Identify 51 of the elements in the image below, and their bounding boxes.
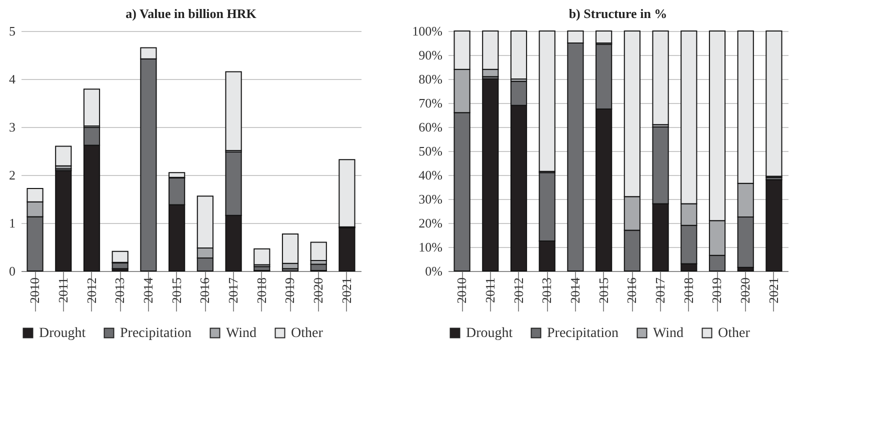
x-tick-label: 2016	[197, 277, 212, 304]
x-tick-label: 2019	[282, 278, 298, 304]
y-tick-label: 100%	[412, 24, 443, 38]
legend-label: Other	[718, 326, 750, 341]
x-tick-label: 2011	[482, 278, 498, 304]
y-tick-label: 3	[9, 120, 16, 134]
x-tick-label: 2019	[709, 278, 724, 304]
y-tick-label: 4	[9, 72, 16, 86]
y-tick-label: 60%	[418, 120, 443, 134]
x-tick-label: 2010	[27, 278, 42, 304]
x-tick-label: 2021	[766, 278, 781, 304]
y-tick-label: 80%	[418, 72, 443, 86]
x-tick-label: 2014	[567, 277, 582, 304]
x-tick-label: 2020	[738, 278, 753, 304]
y-tick-label: 1	[9, 216, 16, 230]
y-tick-label: 5	[9, 24, 16, 38]
x-tick-label: 2014	[140, 277, 156, 304]
y-tick-label: 40%	[418, 168, 443, 182]
y-tick-label: 0%	[425, 264, 443, 278]
chart-title: a) Value in billion HRK	[126, 6, 258, 21]
legend-label: Drought	[39, 326, 86, 341]
x-tick-label: 2013	[539, 278, 554, 304]
x-tick-label: 2015	[168, 278, 184, 304]
x-tick-label: 2017	[652, 277, 668, 304]
legend-label: Drought	[466, 326, 513, 341]
legend-label: Wind	[653, 326, 684, 341]
legend-label: Other	[291, 326, 324, 341]
y-tick-label: 90%	[418, 48, 443, 62]
y-tick-label: 2	[9, 168, 16, 182]
y-tick-label: 10%	[418, 240, 443, 254]
chart-title: b) Structure in %	[568, 6, 668, 21]
x-tick-label: 2018	[680, 278, 696, 304]
x-tick-label: 2020	[310, 278, 326, 304]
x-tick-label: 2016	[624, 277, 640, 304]
y-tick-label: 20%	[418, 216, 443, 230]
x-tick-label: 2011	[55, 278, 70, 304]
x-tick-label: 2010	[454, 278, 470, 304]
x-tick-label: 2012	[510, 278, 526, 304]
x-tick-label: 2021	[338, 278, 354, 304]
legend-label: Precipitation	[547, 326, 619, 341]
y-tick-label: 30%	[418, 192, 443, 206]
y-tick-label: 0	[9, 264, 16, 278]
x-tick-label: 2012	[84, 278, 99, 304]
x-tick-label: 2018	[254, 278, 269, 304]
legend-label: Precipitation	[120, 326, 192, 341]
legend-label: Wind	[226, 326, 257, 341]
y-tick-label: 70%	[418, 96, 443, 110]
y-tick-label: 50%	[418, 144, 443, 158]
x-tick-label: 2017	[226, 277, 241, 304]
x-tick-label: 2015	[596, 278, 611, 304]
x-tick-label: 2013	[112, 278, 128, 304]
